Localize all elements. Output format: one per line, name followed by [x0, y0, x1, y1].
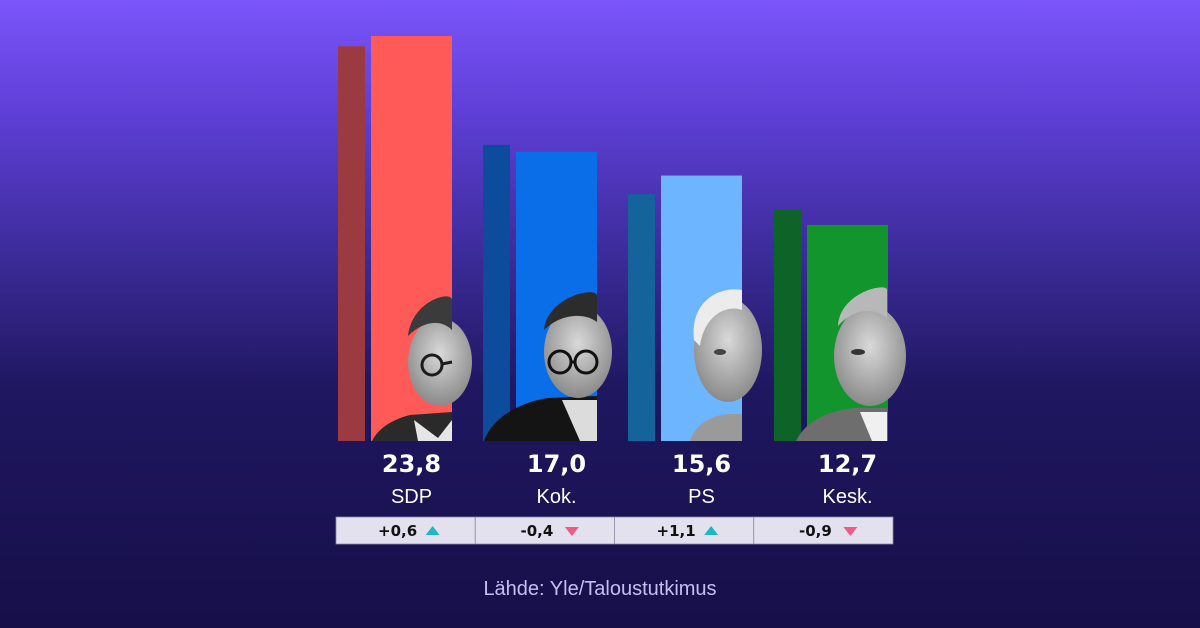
party-label-kesk: Kesk.: [822, 486, 872, 508]
portrait-kesk: [796, 287, 906, 441]
source-text: Lähde: Yle/Taloustutkimus: [483, 578, 717, 600]
value-label-sdp: 23,8: [382, 450, 441, 478]
portrait-kok: [484, 292, 612, 441]
bar-previous-sdp: [338, 46, 365, 441]
party-label-kok: Kok.: [536, 486, 576, 508]
party-label-sdp: SDP: [391, 486, 432, 508]
portrait-sdp: [372, 296, 472, 441]
value-label-kok: 17,0: [527, 450, 586, 478]
portrait-ps: [690, 289, 762, 441]
change-box-kok: [474, 516, 615, 545]
bar-previous-kok: [483, 144, 510, 441]
change-label-ps: +1,1: [657, 522, 696, 540]
change-label-sdp: +0,6: [378, 522, 417, 540]
up-arrow-icon-ps: [704, 526, 719, 535]
change-label-kok: -0,4: [520, 522, 553, 540]
change-box-ps: [614, 516, 755, 545]
change-box-sdp: [335, 516, 476, 545]
value-label-kesk: 12,7: [818, 450, 877, 478]
change-box-kesk: [753, 516, 894, 545]
bar-previous-kesk: [774, 209, 801, 441]
up-arrow-icon-sdp: [425, 526, 440, 535]
party-label-ps: PS: [688, 486, 715, 508]
value-label-ps: 15,6: [672, 450, 731, 478]
down-arrow-icon-kesk: [843, 527, 858, 536]
change-label-kesk: -0,9: [799, 522, 832, 540]
down-arrow-icon-kok: [564, 527, 579, 536]
bar-previous-ps: [628, 194, 655, 441]
